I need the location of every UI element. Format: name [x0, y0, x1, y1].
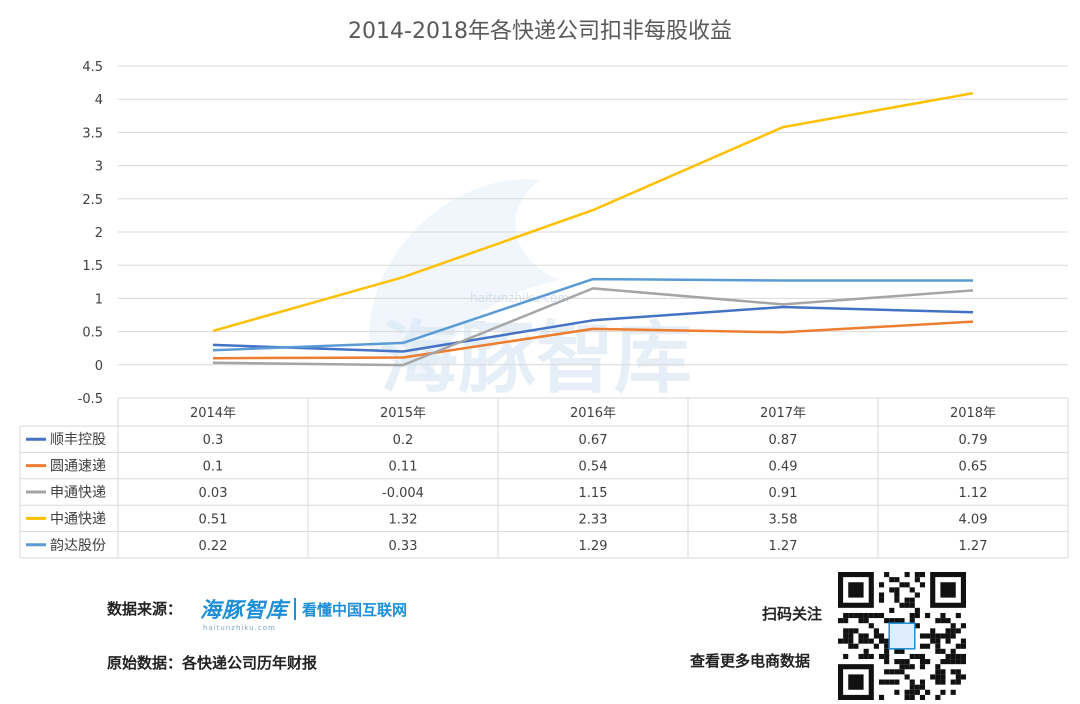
data-label: 1.27 — [769, 539, 798, 554]
data-label: 0.1 — [203, 460, 224, 475]
data-label: 1.15 — [579, 486, 608, 501]
legend-entry: 韵达股份 — [50, 538, 106, 554]
data-label: 0.3 — [203, 433, 224, 448]
series-lines — [212, 91, 974, 367]
data-label: 0.03 — [199, 486, 228, 501]
data-label: 0.2 — [393, 433, 414, 448]
y-tick-label: 1 — [95, 292, 103, 307]
series-line — [212, 287, 974, 367]
series-line — [212, 320, 974, 360]
legend-entry: 顺丰控股 — [50, 432, 106, 448]
y-tick-label: 4 — [95, 93, 103, 108]
data-label: 3.58 — [769, 512, 798, 527]
y-tick-label: 3 — [95, 160, 103, 175]
data-label: 2.33 — [579, 512, 608, 527]
x-category-label: 2016年 — [570, 406, 616, 421]
x-category-label: 2014年 — [190, 406, 236, 421]
data-label: 0.91 — [769, 486, 798, 501]
data-label: 0.49 — [769, 460, 798, 475]
data-label: 0.67 — [579, 433, 608, 448]
series-line — [212, 91, 974, 333]
data-label: 1.27 — [959, 539, 988, 554]
y-tick-label: 3.5 — [82, 126, 103, 141]
data-label: 0.54 — [579, 460, 608, 475]
scan-label: 扫码关注 — [762, 605, 823, 623]
data-label: 0.87 — [769, 433, 798, 448]
source-label: 数据来源： — [107, 600, 183, 618]
y-tick-label: 4.5 — [82, 60, 103, 75]
data-label: 0.79 — [959, 433, 988, 448]
data-label: 0.22 — [199, 539, 228, 554]
legend-entry: 圆通速递 — [50, 459, 106, 475]
data-label: 0.11 — [389, 460, 418, 475]
more-data-label: 查看更多电商数据 — [690, 652, 811, 670]
y-tick-label: 0.5 — [82, 326, 103, 341]
legend-entry: 中通快递 — [50, 511, 106, 527]
y-tick-label: 0 — [95, 359, 103, 374]
brand-slogan: 看懂中国互联网 — [302, 600, 408, 619]
data-label: 1.12 — [959, 486, 988, 501]
y-tick-label: 2.5 — [82, 193, 103, 208]
x-category-label: 2017年 — [760, 406, 806, 421]
data-label: -0.004 — [382, 486, 424, 501]
data-label: 0.33 — [389, 539, 418, 554]
y-axis-ticks: 4.5 4 3.5 3 2.5 2 1.5 1 0.5 0 -0.5 — [78, 60, 103, 407]
y-tick-label: 1.5 — [82, 259, 103, 274]
chart-title: 2014-2018年各快递公司扣非每股收益 — [348, 19, 732, 44]
data-label: 0.65 — [959, 460, 988, 475]
legend-entry: 申通快递 — [50, 485, 106, 501]
data-label: 4.09 — [959, 512, 988, 527]
data-label: 1.32 — [389, 512, 418, 527]
qr-code-icon[interactable] — [838, 572, 966, 700]
series-line — [212, 305, 974, 353]
x-category-label: 2018年 — [950, 406, 996, 421]
data-label: 0.51 — [199, 512, 228, 527]
series-line — [212, 277, 973, 352]
raw-data-label: 原始数据：各快递公司历年财报 — [107, 654, 318, 672]
brand-url: haitunzhiku.com — [203, 624, 276, 632]
brand-separator — [294, 598, 296, 620]
data-label: 1.29 — [579, 539, 608, 554]
brand-logo-text: 海豚智库 — [200, 598, 288, 622]
y-tick-label: -0.5 — [78, 392, 103, 407]
y-tick-label: 2 — [95, 226, 103, 241]
brand-mark: 海豚智库 看懂中国互联网 — [200, 594, 407, 624]
x-category-label: 2015年 — [380, 406, 426, 421]
